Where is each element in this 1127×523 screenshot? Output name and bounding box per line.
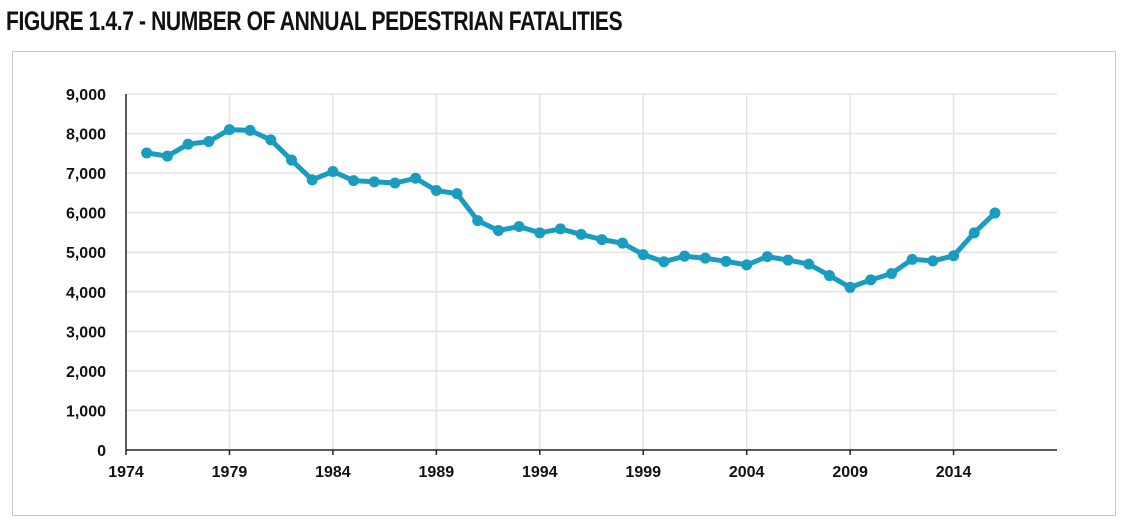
data-point <box>141 147 153 159</box>
series-group <box>141 124 1001 293</box>
data-point <box>492 224 504 236</box>
y-tick-label: 5,000 <box>66 245 106 262</box>
data-point <box>451 188 463 200</box>
data-point <box>244 124 256 136</box>
x-tick-label: 2009 <box>832 464 868 481</box>
data-point <box>658 256 670 268</box>
data-point <box>968 227 980 239</box>
data-point <box>761 251 773 263</box>
data-point <box>554 223 566 235</box>
x-tick-label: 2004 <box>729 464 765 481</box>
data-point <box>782 254 794 266</box>
y-tick-label: 6,000 <box>66 206 106 223</box>
y-tick-label: 3,000 <box>66 324 106 341</box>
chart-frame <box>12 51 1116 516</box>
data-point <box>948 250 960 262</box>
data-point <box>182 138 194 150</box>
data-point <box>348 175 360 187</box>
x-tick-label: 1979 <box>212 464 248 481</box>
x-tick-label: 1994 <box>522 464 558 481</box>
data-point <box>575 228 587 240</box>
y-tick-label: 2,000 <box>66 364 106 381</box>
y-tick-labels: 0 1,000 2,000 3,000 4,000 5,000 6,000 7,000 8,00… <box>66 87 106 460</box>
data-point <box>203 135 215 147</box>
data-point <box>265 134 277 146</box>
data-point <box>823 270 835 282</box>
data-point <box>844 281 856 293</box>
data-point <box>596 234 608 246</box>
data-point <box>699 252 711 264</box>
x-tick-label: 1989 <box>419 464 455 481</box>
data-point <box>720 255 732 267</box>
figure-title: FIGURE 1.4.7 - NUMBER OF ANNUAL PEDESTRI… <box>6 6 623 36</box>
axes <box>125 94 1057 455</box>
y-tick-label: 8,000 <box>66 127 106 144</box>
series-line <box>144 127 998 290</box>
gridlines <box>126 93 1057 450</box>
x-tick-label: 2014 <box>936 464 972 481</box>
x-tick-label: 1984 <box>315 464 351 481</box>
y-tick-label: 4,000 <box>66 285 106 302</box>
data-point <box>741 259 753 271</box>
data-point <box>513 221 525 233</box>
data-point <box>389 177 401 189</box>
x-tick-label: 1974 <box>108 464 144 481</box>
data-point <box>679 250 691 262</box>
data-point <box>906 253 918 265</box>
y-tick-label: 9,000 <box>66 87 106 104</box>
x-tick-labels: 1974 1979 1984 1989 1994 1999 2004 2009 2014 <box>108 464 971 481</box>
data-point <box>927 255 939 267</box>
data-point <box>306 174 318 186</box>
y-tick-label: 1,000 <box>66 403 106 420</box>
data-point <box>472 215 484 227</box>
data-point <box>368 176 380 188</box>
data-point <box>430 185 442 197</box>
x-tick-label: 1999 <box>625 464 661 481</box>
data-point <box>223 124 235 136</box>
data-point <box>803 258 815 270</box>
data-point <box>161 150 173 162</box>
data-point <box>637 249 649 261</box>
data-point <box>410 172 422 184</box>
data-point <box>617 237 629 249</box>
y-tick-label: 7,000 <box>66 166 106 183</box>
data-point <box>327 166 339 178</box>
y-tick-label: 0 <box>97 443 106 460</box>
data-point <box>885 268 897 280</box>
data-point <box>286 154 298 166</box>
data-point <box>534 227 546 239</box>
data-point <box>989 207 1001 219</box>
data-point <box>865 274 877 286</box>
